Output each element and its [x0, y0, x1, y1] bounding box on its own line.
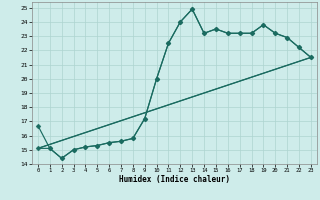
X-axis label: Humidex (Indice chaleur): Humidex (Indice chaleur) — [119, 175, 230, 184]
